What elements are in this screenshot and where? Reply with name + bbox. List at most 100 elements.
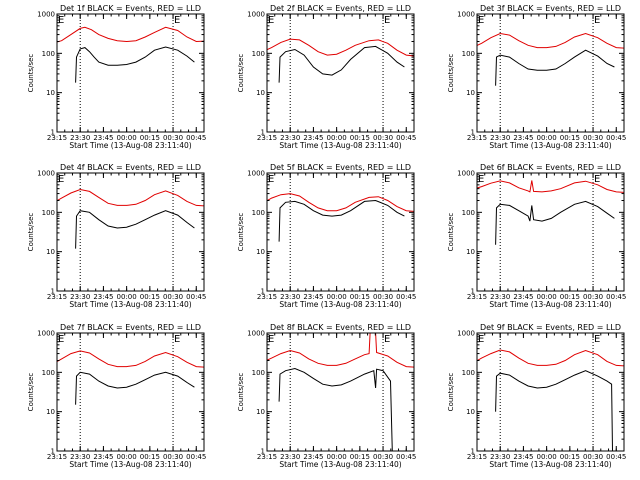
events-series-line (495, 370, 613, 451)
x-tick-label: 00:15 (560, 293, 580, 301)
x-axis-label: Start Time (13-Aug-08 23:11:40) (279, 300, 401, 309)
plot-frame (266, 172, 415, 292)
end-marker: E (594, 334, 600, 345)
x-tick-label: 23:15 (257, 293, 277, 301)
end-marker: E (594, 15, 600, 26)
x-tick-label: 23:15 (467, 293, 487, 301)
x-tick-label: 23:45 (93, 134, 113, 142)
y-tick-label: 1000 (37, 330, 55, 338)
y-axis-label: Counts/sec (237, 373, 245, 412)
start-marker: E (268, 15, 274, 26)
x-tick-label: 23:45 (303, 293, 323, 301)
y-tick-label: 100 (42, 209, 55, 217)
x-axis-label: Start Time (13-Aug-08 23:11:40) (69, 460, 191, 469)
y-axis-label: Counts/sec (447, 373, 455, 412)
y-tick-label: 1 (51, 448, 55, 456)
detector-panel: Det 7f BLACK = Events, RED = LLD E E 1 10 100… (27, 323, 206, 469)
panel-title: Det 1f BLACK = Events, RED = LLD (60, 4, 201, 13)
x-tick-label: 00:15 (350, 453, 370, 461)
y-tick-label: 10 (466, 248, 475, 256)
events-series-line (75, 46, 195, 83)
panel-title: Det 5f BLACK = Events, RED = LLD (270, 163, 411, 172)
end-marker: E (174, 334, 180, 345)
plot-frame (476, 13, 625, 133)
y-tick-label: 1 (471, 448, 475, 456)
events-series-line (278, 367, 393, 451)
y-tick-label: 100 (462, 369, 475, 377)
x-tick-label: 00:30 (163, 134, 183, 142)
y-tick-label: 10 (256, 408, 265, 416)
panel-title: Det 4f BLACK = Events, RED = LLD (60, 163, 201, 172)
x-tick-label: 23:30 (70, 453, 90, 461)
y-tick-label: 100 (42, 50, 55, 58)
x-tick-label: 23:30 (490, 293, 510, 301)
detector-panel: Det 6f BLACK = Events, RED = LLD E E 1 10 100… (447, 163, 626, 309)
x-tick-label: 00:45 (606, 134, 626, 142)
events-series-line (278, 199, 405, 242)
x-tick-label: 00:15 (140, 453, 160, 461)
x-tick-label: 00:15 (140, 293, 160, 301)
y-tick-label: 10 (466, 408, 475, 416)
x-tick-label: 23:45 (303, 453, 323, 461)
x-tick-label: 23:45 (513, 453, 533, 461)
y-axis-label: Counts/sec (27, 213, 35, 252)
panel-title: Det 6f BLACK = Events, RED = LLD (480, 163, 621, 172)
start-marker: E (58, 334, 64, 345)
y-axis-label: Counts/sec (27, 54, 35, 93)
x-axis-label: Start Time (13-Aug-08 23:11:40) (489, 460, 611, 469)
lld-series-line (57, 350, 204, 368)
y-tick-label: 10 (46, 248, 55, 256)
x-tick-label: 00:30 (163, 453, 183, 461)
events-series-line (75, 210, 195, 249)
y-axis-label: Counts/sec (237, 54, 245, 93)
x-tick-label: 00:45 (606, 453, 626, 461)
events-series-line (278, 45, 405, 83)
y-tick-label: 10 (466, 89, 475, 97)
x-tick-label: 00:45 (396, 293, 416, 301)
lld-series-line (477, 180, 624, 193)
panel-title: Det 9f BLACK = Events, RED = LLD (480, 323, 621, 332)
detector-panel: Det 4f BLACK = Events, RED = LLD E E 1 10 100… (27, 163, 206, 309)
start-marker: E (58, 174, 64, 185)
y-axis-label: Counts/sec (447, 54, 455, 93)
y-tick-label: 1 (471, 129, 475, 137)
x-tick-label: 23:45 (513, 293, 533, 301)
x-tick-label: 23:30 (280, 134, 300, 142)
y-tick-label: 100 (462, 50, 475, 58)
start-marker: E (58, 15, 64, 26)
x-tick-label: 23:30 (70, 293, 90, 301)
x-tick-label: 23:15 (47, 134, 67, 142)
end-marker: E (174, 174, 180, 185)
y-tick-label: 100 (252, 209, 265, 217)
detector-panel: Det 8f BLACK = Events, RED = LLD E E 1 10 100… (237, 323, 416, 469)
y-tick-label: 1 (261, 448, 265, 456)
end-marker: E (384, 174, 390, 185)
x-tick-label: 00:00 (327, 453, 347, 461)
x-tick-label: 23:15 (467, 453, 487, 461)
detector-panel: Det 3f BLACK = Events, RED = LLD E E 1 10 100… (447, 4, 626, 150)
end-marker: E (384, 15, 390, 26)
x-tick-label: 23:15 (47, 293, 67, 301)
x-tick-label: 00:45 (606, 293, 626, 301)
y-tick-label: 1 (51, 129, 55, 137)
events-series-line (75, 371, 195, 405)
panel-title: Det 3f BLACK = Events, RED = LLD (480, 4, 621, 13)
x-axis-label: Start Time (13-Aug-08 23:11:40) (489, 300, 611, 309)
y-tick-label: 1 (51, 288, 55, 296)
y-tick-label: 1000 (37, 170, 55, 178)
y-tick-label: 1000 (247, 330, 265, 338)
lld-series-line (267, 333, 414, 368)
x-tick-label: 00:45 (186, 134, 206, 142)
y-tick-label: 10 (46, 408, 55, 416)
x-tick-label: 00:45 (396, 453, 416, 461)
x-axis-label: Start Time (13-Aug-08 23:11:40) (279, 141, 401, 150)
plot-frame (266, 13, 415, 133)
x-axis-label: Start Time (13-Aug-08 23:11:40) (69, 300, 191, 309)
lld-series-line (267, 38, 414, 57)
detector-panel: Det 2f BLACK = Events, RED = LLD E E 1 10 100… (237, 4, 416, 150)
start-marker: E (268, 334, 274, 345)
x-tick-label: 00:00 (537, 134, 557, 142)
x-tick-label: 00:30 (373, 453, 393, 461)
